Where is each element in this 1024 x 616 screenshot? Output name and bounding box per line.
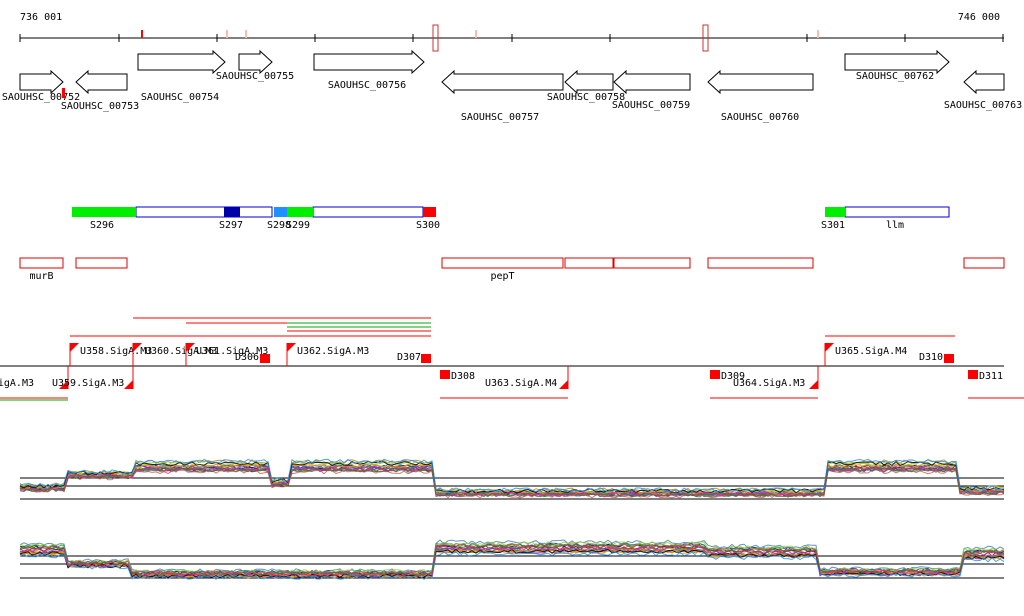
site-flag bbox=[70, 343, 79, 352]
segment-block bbox=[287, 207, 313, 217]
gene-label: SAOUHSC_00752 bbox=[2, 92, 80, 103]
segment-outline bbox=[312, 206, 424, 218]
site-label: D307 bbox=[397, 352, 421, 363]
site-flag bbox=[559, 380, 568, 389]
profile-series bbox=[19, 544, 1005, 576]
segment-block bbox=[423, 207, 436, 217]
annotation-box bbox=[963, 257, 1005, 269]
gene-label: SAOUHSC_00756 bbox=[328, 80, 406, 91]
site-label: U359.SigA.M3 bbox=[52, 378, 124, 389]
segment-label: S299 bbox=[286, 220, 310, 231]
site-label: D306 bbox=[235, 352, 259, 363]
site-label: U357.SigA.M3 bbox=[0, 378, 34, 389]
site-label: D309 bbox=[721, 371, 745, 382]
annotation-label: murB bbox=[29, 271, 53, 282]
site-label: U362.SigA.M3 bbox=[297, 346, 369, 357]
gene-label: SAOUHSC_00762 bbox=[856, 71, 934, 82]
annotation-box bbox=[564, 257, 614, 269]
segment-label: S300 bbox=[416, 220, 440, 231]
annotation-box bbox=[441, 257, 564, 269]
site-box bbox=[968, 370, 978, 379]
gene-arrow bbox=[441, 69, 564, 95]
range-start-label: 736 001 bbox=[20, 12, 63, 23]
profile-series bbox=[19, 543, 1005, 576]
annotation-label: pepT bbox=[490, 271, 514, 282]
site-label: U365.SigA.M4 bbox=[835, 346, 907, 357]
annotation-box bbox=[613, 257, 691, 269]
annotation-box bbox=[75, 257, 128, 269]
site-box bbox=[440, 370, 450, 379]
segment-block bbox=[72, 207, 136, 217]
segment-label: llm bbox=[886, 220, 904, 231]
gene-arrow bbox=[19, 69, 64, 95]
site-box bbox=[260, 354, 270, 363]
gene-label: SAOUHSC_00753 bbox=[61, 101, 139, 112]
gene-marker bbox=[62, 88, 65, 98]
gene-arrow bbox=[707, 69, 814, 95]
gene-label: SAOUHSC_00755 bbox=[216, 71, 294, 82]
site-flag bbox=[124, 380, 133, 389]
gene-label: SAOUHSC_00759 bbox=[612, 100, 690, 111]
segment-label: S297 bbox=[219, 220, 243, 231]
segment-block bbox=[274, 207, 287, 217]
site-label: D308 bbox=[451, 371, 475, 382]
segment-block bbox=[825, 207, 845, 217]
gene-arrow bbox=[844, 49, 950, 75]
segment-block bbox=[224, 207, 240, 217]
gene-label: SAOUHSC_00757 bbox=[461, 112, 539, 123]
annotation-box bbox=[19, 257, 64, 269]
site-label: U363.SigA.M4 bbox=[485, 378, 557, 389]
region-marker bbox=[432, 24, 439, 52]
profile-series bbox=[19, 551, 1005, 580]
site-box bbox=[421, 354, 431, 363]
site-box bbox=[710, 370, 720, 379]
segment-label: S301 bbox=[821, 220, 845, 231]
range-end-label: 746 000 bbox=[957, 12, 1000, 23]
gene-arrow bbox=[137, 49, 226, 75]
site-label: U361.SigA.M3 bbox=[196, 346, 268, 357]
site-flag bbox=[825, 343, 834, 352]
profile-series bbox=[19, 466, 1005, 497]
site-flag bbox=[186, 343, 195, 352]
gene-arrow bbox=[613, 69, 691, 95]
gene-arrow bbox=[238, 49, 273, 75]
gene-arrow bbox=[564, 69, 614, 95]
segment-label: S298 bbox=[267, 220, 291, 231]
site-label: U358.SigA.M3 bbox=[80, 346, 152, 357]
site-label: D310 bbox=[919, 352, 943, 363]
region-marker bbox=[702, 24, 709, 52]
gene-arrow bbox=[313, 49, 425, 75]
site-flag bbox=[287, 343, 296, 352]
gene-label: SAOUHSC_00763 bbox=[944, 100, 1022, 111]
segment-outline bbox=[844, 206, 950, 218]
annotation-box bbox=[707, 257, 814, 269]
site-flag bbox=[809, 380, 818, 389]
segment-label: S296 bbox=[90, 220, 114, 231]
profile-series bbox=[19, 458, 1005, 493]
segment-outline bbox=[135, 206, 273, 218]
gene-arrow bbox=[75, 69, 128, 95]
site-box bbox=[944, 354, 954, 363]
profile-series bbox=[19, 467, 1005, 498]
site-flag bbox=[59, 380, 68, 389]
gene-label: SAOUHSC_00754 bbox=[141, 92, 219, 103]
gene-label: SAOUHSC_00758 bbox=[547, 92, 625, 103]
gene-label: SAOUHSC_00760 bbox=[721, 112, 799, 123]
site-label: D311 bbox=[979, 371, 1003, 382]
site-label: U360.SigA.M3 bbox=[145, 346, 217, 357]
site-label: U364.SigA.M3 bbox=[733, 378, 805, 389]
profile-series bbox=[19, 460, 1005, 494]
gene-arrow bbox=[963, 69, 1005, 95]
site-flag bbox=[133, 343, 142, 352]
